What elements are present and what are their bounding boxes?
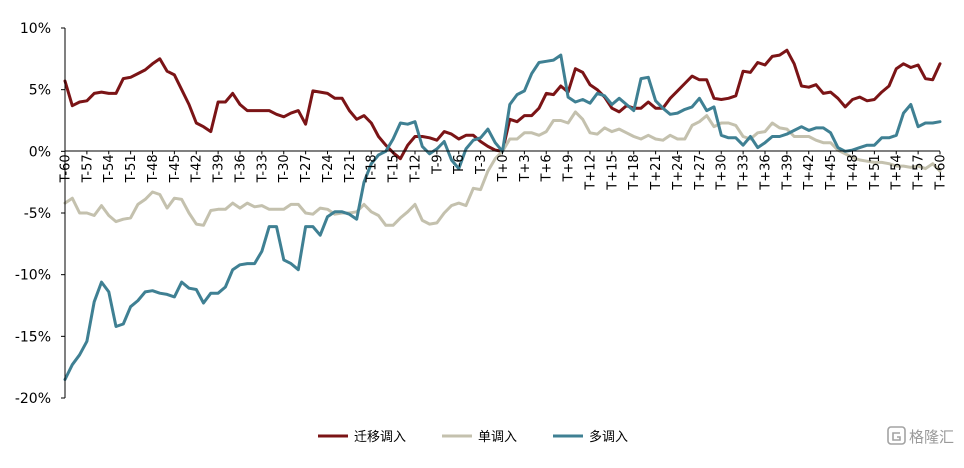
x-tick-label: T+57 bbox=[912, 154, 927, 190]
legend: 迁移调入 单调入 多调入 bbox=[318, 429, 628, 445]
x-tick-label: T-51 bbox=[124, 154, 139, 183]
series-layer bbox=[63, 48, 942, 381]
x-tick-label: T-48 bbox=[146, 154, 161, 183]
x-tick-label: T+12 bbox=[584, 154, 599, 190]
x-tick-label: T+39 bbox=[780, 154, 795, 190]
x-tick-label: T+0 bbox=[496, 154, 511, 182]
y-tick-labels: 10% 5% 0% -5% -10% -15% -20% bbox=[15, 21, 65, 407]
x-tick-label: T+33 bbox=[737, 154, 752, 190]
x-tick-label: T+9 bbox=[562, 154, 577, 182]
x-tick-label: T+42 bbox=[802, 154, 817, 190]
x-tick-label: T+3 bbox=[518, 154, 533, 182]
watermark: 格隆汇 bbox=[887, 426, 954, 446]
x-tick-label: T-36 bbox=[234, 154, 249, 183]
x-tick-label: T+48 bbox=[846, 154, 861, 190]
y-tick-label: -15% bbox=[15, 329, 51, 345]
x-tick-label: T+15 bbox=[605, 154, 620, 190]
x-tick-label: T-6 bbox=[452, 154, 467, 175]
x-tick-label: T-45 bbox=[168, 154, 183, 183]
y-tick-label: -20% bbox=[15, 391, 51, 407]
x-tick-label: T+45 bbox=[824, 154, 839, 190]
x-tick-label: T-33 bbox=[255, 154, 270, 183]
legend-label-3: 多调入 bbox=[589, 429, 628, 445]
x-tick-label: T-54 bbox=[102, 154, 117, 183]
x-tick-label: T+36 bbox=[759, 154, 774, 190]
watermark-text: 格隆汇 bbox=[909, 428, 954, 446]
x-tick-label: T-39 bbox=[212, 154, 227, 183]
x-tick-label: T-24 bbox=[321, 154, 336, 183]
x-tick-label: T-18 bbox=[365, 154, 380, 183]
x-tick-label: T+30 bbox=[715, 154, 730, 190]
x-tick-label: T-27 bbox=[299, 154, 314, 183]
x-tick-label: T+27 bbox=[693, 154, 708, 190]
x-tick-label: T+51 bbox=[868, 154, 883, 190]
y-tick-label: 10% bbox=[20, 21, 51, 37]
series-line-3 bbox=[63, 53, 942, 381]
x-tick-label: T+21 bbox=[649, 154, 664, 190]
x-tick-label: T-9 bbox=[430, 154, 445, 175]
x-tick-label: T-30 bbox=[277, 154, 292, 183]
x-tick-label: T-12 bbox=[409, 154, 424, 183]
axes bbox=[64, 28, 940, 398]
x-tick-label: T-15 bbox=[387, 154, 402, 183]
x-tick-label: T+54 bbox=[890, 154, 905, 190]
y-tick-label: 0% bbox=[29, 144, 51, 160]
watermark-logo-glyph bbox=[892, 432, 901, 441]
x-tick-label: T-60 bbox=[59, 154, 74, 183]
watermark-logo-icon bbox=[887, 426, 906, 445]
x-tick-label: T+18 bbox=[627, 154, 642, 190]
x-tick-label: T+60 bbox=[934, 154, 949, 190]
x-tick-label: T-42 bbox=[190, 154, 205, 183]
y-tick-label: -5% bbox=[24, 206, 51, 222]
x-tick-label: T-3 bbox=[474, 154, 489, 175]
y-tick-label: -10% bbox=[15, 268, 51, 284]
x-tick-label: T+6 bbox=[540, 154, 555, 182]
x-tick-label: T-57 bbox=[80, 154, 95, 183]
x-tick-label: T+24 bbox=[671, 154, 686, 190]
legend-label-2: 单调入 bbox=[478, 430, 517, 445]
y-tick-label: 5% bbox=[29, 83, 51, 99]
x-tick-label: T-21 bbox=[343, 154, 358, 183]
legend-label-1: 迁移调入 bbox=[354, 430, 406, 445]
x-tick-labels: T-60 T-57 T-54 T-51 T-48 T-45 T-42 T-39 T-36 T-33… bbox=[59, 151, 949, 191]
